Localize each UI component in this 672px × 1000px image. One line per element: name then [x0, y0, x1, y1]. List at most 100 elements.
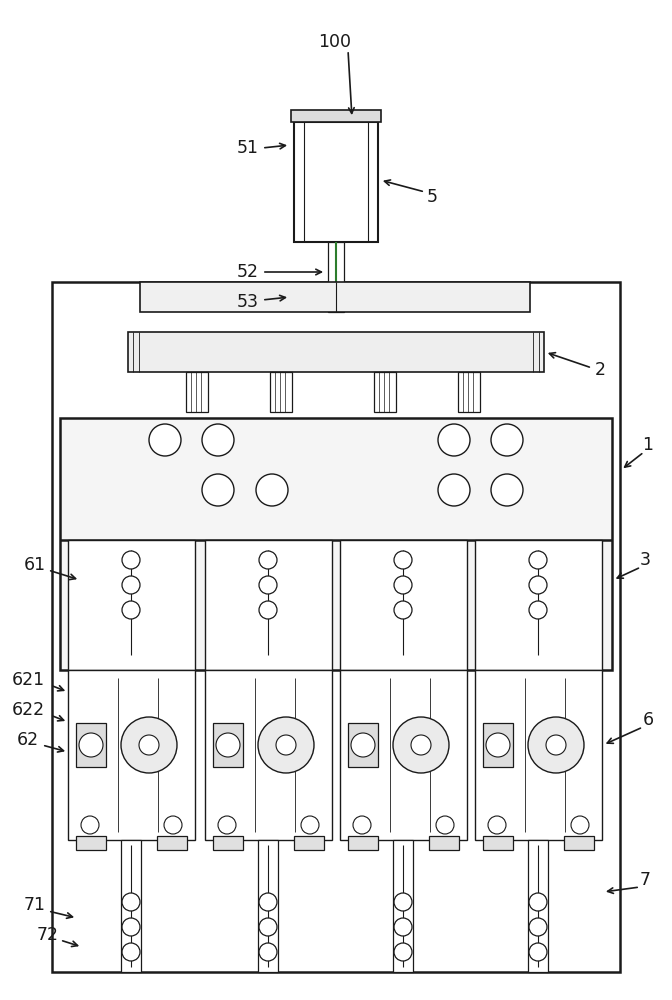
- Circle shape: [122, 551, 140, 569]
- Circle shape: [486, 733, 510, 757]
- Bar: [76, 836, 106, 850]
- Bar: [348, 836, 378, 850]
- Text: 72: 72: [37, 926, 59, 944]
- Bar: [328, 242, 344, 312]
- Circle shape: [259, 918, 277, 936]
- Circle shape: [351, 733, 375, 757]
- Bar: [475, 540, 602, 670]
- Circle shape: [122, 918, 140, 936]
- Bar: [186, 372, 208, 412]
- Circle shape: [491, 424, 523, 456]
- Circle shape: [301, 816, 319, 834]
- Text: 6: 6: [642, 711, 654, 729]
- Circle shape: [139, 735, 159, 755]
- Bar: [483, 723, 513, 767]
- Text: 52: 52: [237, 263, 259, 281]
- Bar: [121, 840, 141, 972]
- Circle shape: [529, 601, 547, 619]
- Text: 71: 71: [24, 896, 46, 914]
- Circle shape: [122, 601, 140, 619]
- Circle shape: [546, 735, 566, 755]
- Text: 5: 5: [427, 188, 437, 206]
- Bar: [348, 723, 378, 767]
- Circle shape: [438, 424, 470, 456]
- Circle shape: [149, 424, 181, 456]
- Bar: [340, 670, 467, 840]
- Bar: [483, 836, 513, 850]
- Text: 100: 100: [319, 33, 351, 51]
- Bar: [458, 372, 480, 412]
- Bar: [340, 540, 467, 670]
- Circle shape: [276, 735, 296, 755]
- Bar: [270, 372, 292, 412]
- Text: 7: 7: [640, 871, 650, 889]
- Circle shape: [81, 816, 99, 834]
- Circle shape: [258, 717, 314, 773]
- Bar: [60, 418, 612, 670]
- Bar: [68, 540, 195, 670]
- Circle shape: [79, 733, 103, 757]
- Circle shape: [216, 733, 240, 757]
- Text: 2: 2: [595, 361, 605, 379]
- Bar: [528, 840, 548, 972]
- Circle shape: [164, 816, 182, 834]
- Bar: [68, 670, 195, 840]
- Circle shape: [122, 576, 140, 594]
- Circle shape: [259, 943, 277, 961]
- Circle shape: [394, 918, 412, 936]
- Circle shape: [202, 424, 234, 456]
- Text: 3: 3: [640, 551, 650, 569]
- Text: 622: 622: [11, 701, 44, 719]
- Circle shape: [259, 551, 277, 569]
- Circle shape: [218, 816, 236, 834]
- Circle shape: [394, 551, 412, 569]
- Bar: [140, 282, 530, 312]
- Circle shape: [411, 735, 431, 755]
- Bar: [205, 540, 332, 670]
- Bar: [393, 840, 413, 972]
- Bar: [564, 836, 594, 850]
- Bar: [475, 670, 602, 840]
- Circle shape: [529, 943, 547, 961]
- Circle shape: [438, 474, 470, 506]
- Circle shape: [394, 601, 412, 619]
- Circle shape: [436, 816, 454, 834]
- Circle shape: [394, 893, 412, 911]
- Circle shape: [394, 943, 412, 961]
- Text: 62: 62: [17, 731, 39, 749]
- Circle shape: [529, 551, 547, 569]
- Circle shape: [529, 576, 547, 594]
- Circle shape: [491, 474, 523, 506]
- Bar: [294, 836, 324, 850]
- Circle shape: [488, 816, 506, 834]
- Circle shape: [571, 816, 589, 834]
- Circle shape: [393, 717, 449, 773]
- Bar: [157, 836, 187, 850]
- Text: 1: 1: [642, 436, 653, 454]
- Circle shape: [121, 717, 177, 773]
- Bar: [128, 332, 544, 372]
- Circle shape: [259, 576, 277, 594]
- Bar: [429, 836, 459, 850]
- Bar: [205, 670, 332, 840]
- Circle shape: [202, 474, 234, 506]
- Circle shape: [122, 943, 140, 961]
- Bar: [291, 110, 381, 122]
- Bar: [294, 122, 378, 242]
- Bar: [52, 282, 620, 972]
- Bar: [76, 723, 106, 767]
- Circle shape: [259, 601, 277, 619]
- Circle shape: [353, 816, 371, 834]
- Text: 61: 61: [24, 556, 46, 574]
- Circle shape: [529, 893, 547, 911]
- Text: 53: 53: [237, 293, 259, 311]
- Text: 621: 621: [11, 671, 44, 689]
- Circle shape: [259, 893, 277, 911]
- Bar: [258, 840, 278, 972]
- Circle shape: [256, 474, 288, 506]
- Circle shape: [528, 717, 584, 773]
- Circle shape: [394, 576, 412, 594]
- Bar: [213, 723, 243, 767]
- Text: 51: 51: [237, 139, 259, 157]
- Bar: [374, 372, 396, 412]
